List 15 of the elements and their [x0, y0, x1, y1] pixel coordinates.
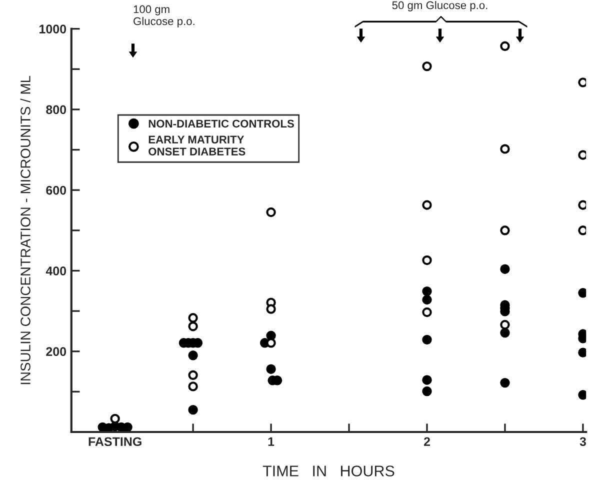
y-tick-label: 400: [46, 266, 66, 276]
text: 100 gm Glucose p.o.: [134, 5, 194, 28]
y-tick-label: 800: [46, 105, 66, 114]
y-tick-label: 1000: [40, 24, 66, 34]
legend-label: NON-DIABETIC CONTROLS: [148, 120, 294, 128]
y-tick-label: 200: [46, 347, 66, 356]
x-axis-title: TIME IN HOURS: [262, 466, 394, 476]
text: 50 gm Glucose p.o.: [392, 1, 488, 12]
legend-label: EARLY MATURITY ONSET DIABETES: [148, 136, 246, 156]
x-tick-label: FASTING: [88, 437, 142, 446]
y-axis-title: INSULIN CONCENTRATION - MICROUNITS / ML: [20, 76, 30, 384]
x-tick-label: 1: [268, 437, 274, 446]
x-tick-label: 3: [580, 437, 586, 446]
y-tick-label: 600: [46, 186, 66, 195]
x-tick-label: 2: [424, 437, 430, 446]
